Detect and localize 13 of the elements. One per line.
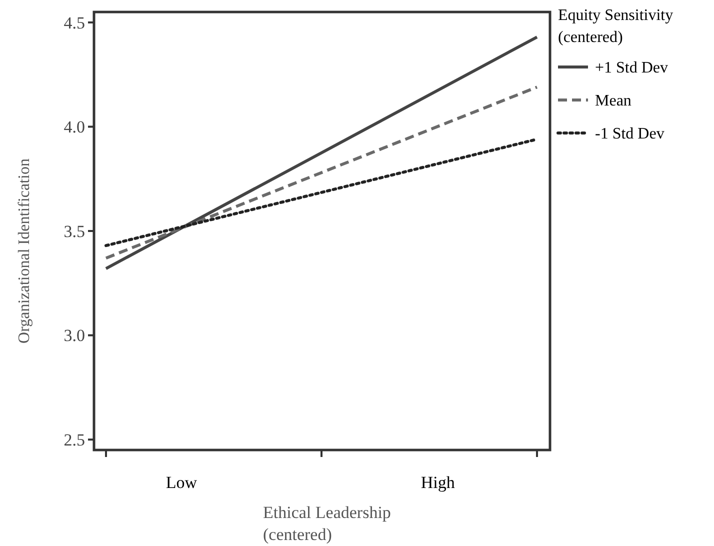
text: High — [420, 473, 456, 492]
legend-title: Equity Sensitivity (centered) — [558, 7, 674, 46]
y-axis-title: Organizational Identification — [16, 158, 33, 344]
y-tick-label: 4.5 — [64, 13, 85, 32]
y-tick-label: 4.0 — [64, 118, 85, 137]
legend-label: +1 Std Dev — [595, 60, 668, 77]
y-tick-label: 3.0 — [64, 326, 85, 346]
y-tick-label: 3.5 — [64, 222, 85, 241]
legend-label: Mean — [595, 92, 632, 110]
x-axis-title: Ethical Leadership (centered) — [263, 503, 391, 544]
legend-label: -1 Std Dev — [595, 126, 664, 143]
y-tick-label: 2.5 — [64, 430, 85, 450]
text: Low — [166, 473, 198, 492]
